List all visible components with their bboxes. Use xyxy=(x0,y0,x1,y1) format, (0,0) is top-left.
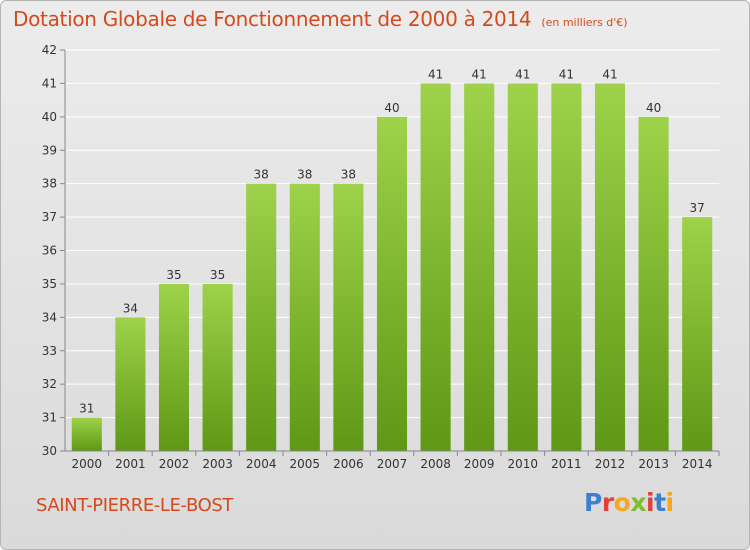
y-tick-label: 36 xyxy=(42,244,57,258)
y-tick-label: 37 xyxy=(42,210,57,224)
bar-2012 xyxy=(594,83,626,452)
x-tick-label: 2002 xyxy=(159,457,190,471)
logo-letter: t xyxy=(654,488,666,517)
data-label: 41 xyxy=(472,67,487,81)
data-label: 40 xyxy=(384,101,399,115)
x-axis: 2000 2001 2002 2003 2004 2005 2006 2007 2008 2009… xyxy=(65,450,720,471)
x-tick-label: 2007 xyxy=(377,457,408,471)
logo-letter: i xyxy=(646,488,655,517)
y-tick-label: 41 xyxy=(42,76,57,90)
x-tick-label: 2004 xyxy=(246,457,277,471)
x-tick-label: 2003 xyxy=(202,457,233,471)
data-label: 34 xyxy=(123,301,138,315)
bar-2005 xyxy=(289,183,320,451)
chart-unit-note: (en milliers d'€) xyxy=(541,16,628,29)
data-label: 31 xyxy=(79,402,94,416)
bar-2006 xyxy=(333,183,364,451)
x-tick-label: 2013 xyxy=(638,457,669,471)
x-tick-label: 2009 xyxy=(464,457,495,471)
data-label: 41 xyxy=(428,67,443,81)
y-tick-label: 31 xyxy=(42,411,57,425)
bar-2000 xyxy=(71,417,102,451)
data-label: 35 xyxy=(166,268,181,282)
x-tick-label: 2001 xyxy=(115,457,146,471)
logo-letter: P xyxy=(584,488,602,517)
data-label: 40 xyxy=(646,101,661,115)
bar-2011 xyxy=(551,83,582,452)
logo-letter: x xyxy=(630,488,646,517)
town-name: SAINT-PIERRE-LE-BOST xyxy=(36,495,233,516)
data-label: 41 xyxy=(559,67,574,81)
bar-2010 xyxy=(507,83,538,452)
bar-2004 xyxy=(246,183,277,451)
x-tick-label: 2014 xyxy=(682,457,713,471)
y-tick-label: 30 xyxy=(42,444,57,458)
data-label: 38 xyxy=(297,168,312,182)
logo-letter: o xyxy=(613,488,631,517)
y-tick-label: 32 xyxy=(42,377,57,391)
x-tick-label: 2012 xyxy=(595,457,626,471)
x-tick-label: 2008 xyxy=(420,457,451,471)
data-labels: 31 34 35 35 38 38 38 40 41 41 41 41 41 40 37 xyxy=(79,67,705,415)
logo-letter: i xyxy=(665,488,675,517)
bar-2013 xyxy=(638,116,669,451)
data-label: 41 xyxy=(602,67,617,81)
bar-2003 xyxy=(202,283,233,451)
x-tick-label: 2010 xyxy=(508,457,539,471)
data-label: 38 xyxy=(254,168,269,182)
y-tick-label: 39 xyxy=(42,143,57,157)
data-label: 41 xyxy=(515,67,530,81)
x-tick-label: 2005 xyxy=(290,457,321,471)
proxiti-logo[interactable]: Proxiti xyxy=(584,488,674,517)
bars xyxy=(71,83,713,452)
data-label: 35 xyxy=(210,268,225,282)
x-tick-label: 2006 xyxy=(333,457,364,471)
bar-2014 xyxy=(682,217,713,451)
chart-title-text: Dotation Globale de Fonctionnement de 20… xyxy=(13,7,532,31)
y-tick-label: 35 xyxy=(42,277,57,291)
bar-2007 xyxy=(376,116,408,451)
y-tick-label: 42 xyxy=(42,43,57,57)
y-tick-label: 33 xyxy=(42,344,57,358)
data-label: 38 xyxy=(341,168,356,182)
bar-2002 xyxy=(158,283,190,451)
bar-2009 xyxy=(464,83,495,452)
x-tick-label: 2000 xyxy=(72,457,103,471)
y-tick-label: 40 xyxy=(42,110,57,124)
y-tick-label: 38 xyxy=(42,177,57,191)
y-tick-label: 34 xyxy=(42,310,57,324)
y-axis: 30 31 32 33 34 35 36 37 38 39 40 41 42 xyxy=(42,43,66,458)
data-label: 37 xyxy=(690,201,705,215)
logo-letter: r xyxy=(601,488,614,517)
x-tick-label: 2011 xyxy=(551,457,582,471)
bar-2008 xyxy=(420,83,451,452)
bar-2001 xyxy=(115,317,146,451)
chart-title: Dotation Globale de Fonctionnement de 20… xyxy=(13,7,628,31)
